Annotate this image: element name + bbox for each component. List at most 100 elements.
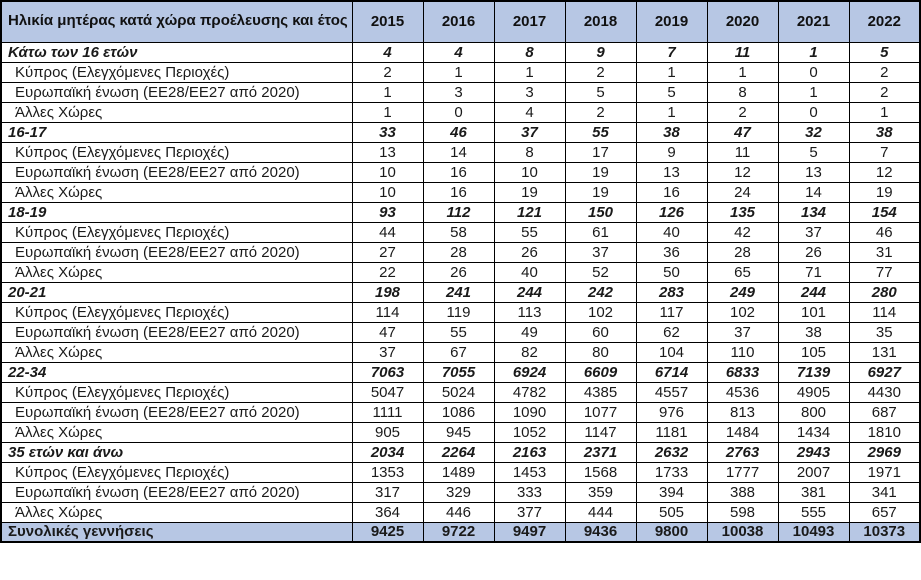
cell-value: 9 (564, 41, 637, 63)
cell-value: 37 (493, 121, 566, 143)
cell-value: 77 (848, 261, 921, 283)
cell-value: 244 (493, 281, 566, 303)
cell-value: 4 (493, 101, 566, 123)
cell-value: 33 (351, 121, 424, 143)
cell-value: 394 (635, 481, 708, 503)
country-row: Άλλες Χώρες 364 446 377 444 505 598 555 657 (0, 501, 921, 523)
cell-value: 9425 (351, 521, 424, 543)
cell-value: 3 (422, 81, 495, 103)
cell-value: 46 (848, 221, 921, 243)
cell-value: 1052 (493, 421, 566, 443)
cell-value: 19 (564, 161, 637, 183)
cell-value: 249 (706, 281, 779, 303)
cell-value: 283 (635, 281, 708, 303)
cell-value: 5 (635, 81, 708, 103)
cell-value: 6609 (564, 361, 637, 383)
cell-value: 3 (493, 81, 566, 103)
cell-value: 37 (564, 241, 637, 263)
cell-value: 12 (706, 161, 779, 183)
row-label: Κύπρος (Ελεγχόμενες Περιοχές) (0, 461, 353, 483)
row-label: 35 ετών και άνω (0, 441, 353, 463)
country-row: Άλλες Χώρες 22 26 40 52 50 65 71 77 (0, 261, 921, 283)
cell-value: 26 (493, 241, 566, 263)
row-label: Ευρωπαϊκή ένωση (ΕΕ28/ΕΕ27 από 2020) (0, 81, 353, 103)
cell-value: 131 (848, 341, 921, 363)
cell-value: 67 (422, 341, 495, 363)
cell-value: 8 (493, 41, 566, 63)
year-header-2017: 2017 (493, 0, 566, 43)
cell-value: 114 (848, 301, 921, 323)
year-header-2015: 2015 (351, 0, 424, 43)
cell-value: 110 (706, 341, 779, 363)
row-label: Συνολικές γεννήσεις (0, 521, 353, 543)
cell-value: 55 (422, 321, 495, 343)
cell-value: 280 (848, 281, 921, 303)
cell-value: 42 (706, 221, 779, 243)
cell-value: 2632 (635, 441, 708, 463)
cell-value: 16 (422, 181, 495, 203)
cell-value: 19 (493, 181, 566, 203)
cell-value: 4 (422, 41, 495, 63)
cell-value: 4385 (564, 381, 637, 403)
year-header-2022: 2022 (848, 0, 921, 43)
cell-value: 945 (422, 421, 495, 443)
cell-value: 2943 (777, 441, 850, 463)
country-row: Κύπρος (Ελεγχόμενες Περιοχές) 5047 5024 478… (0, 381, 921, 403)
cell-value: 154 (848, 201, 921, 223)
cell-value: 10038 (706, 521, 779, 543)
cell-value: 35 (848, 321, 921, 343)
header-row: Ηλικία μητέρας κατά χώρα προέλευσης και … (0, 0, 921, 43)
cell-value: 1 (777, 81, 850, 103)
cell-value: 7 (635, 41, 708, 63)
cell-value: 1489 (422, 461, 495, 483)
cell-value: 905 (351, 421, 424, 443)
country-row: Ευρωπαϊκή ένωση (ΕΕ28/ΕΕ27 από 2020) 1 3 3 5… (0, 81, 921, 103)
cell-value: 1484 (706, 421, 779, 443)
births-by-mother-age-table: Ηλικία μητέρας κατά χώρα προέλευσης και … (0, 0, 921, 543)
row-label: Ευρωπαϊκή ένωση (ΕΕ28/ΕΕ27 από 2020) (0, 481, 353, 503)
cell-value: 71 (777, 261, 850, 283)
cell-value: 1434 (777, 421, 850, 443)
cell-value: 134 (777, 201, 850, 223)
cell-value: 1 (351, 101, 424, 123)
cell-value: 26 (777, 241, 850, 263)
age-group-row: Κάτω των 16 ετών 4 4 8 9 7 11 1 5 (0, 41, 921, 63)
cell-value: 65 (706, 261, 779, 283)
cell-value: 2 (564, 101, 637, 123)
cell-value: 6927 (848, 361, 921, 383)
cell-value: 317 (351, 481, 424, 503)
cell-value: 5 (777, 141, 850, 163)
cell-value: 446 (422, 501, 495, 523)
age-group-row: 35 ετών και άνω 2034 2264 2163 2371 2632 2763 2… (0, 441, 921, 463)
row-label: Άλλες Χώρες (0, 421, 353, 443)
row-label: 16-17 (0, 121, 353, 143)
cell-value: 1 (635, 61, 708, 83)
cell-value: 242 (564, 281, 637, 303)
cell-value: 381 (777, 481, 850, 503)
cell-value: 1 (777, 41, 850, 63)
row-label: Ευρωπαϊκή ένωση (ΕΕ28/ΕΕ27 από 2020) (0, 321, 353, 343)
cell-value: 55 (564, 121, 637, 143)
cell-value: 364 (351, 501, 424, 523)
cell-value: 4536 (706, 381, 779, 403)
cell-value: 7 (848, 141, 921, 163)
cell-value: 44 (351, 221, 424, 243)
cell-value: 80 (564, 341, 637, 363)
cell-value: 7139 (777, 361, 850, 383)
cell-value: 112 (422, 201, 495, 223)
cell-value: 38 (777, 321, 850, 343)
cell-value: 2264 (422, 441, 495, 463)
cell-value: 8 (706, 81, 779, 103)
cell-value: 1077 (564, 401, 637, 423)
cell-value: 6924 (493, 361, 566, 383)
country-row: Κύπρος (Ελεγχόμενες Περιοχές) 114 119 113 10… (0, 301, 921, 323)
row-label: 22-34 (0, 361, 353, 383)
cell-value: 24 (706, 181, 779, 203)
cell-value: 2763 (706, 441, 779, 463)
row-label: Κύπρος (Ελεγχόμενες Περιοχές) (0, 301, 353, 323)
cell-value: 104 (635, 341, 708, 363)
cell-value: 9436 (564, 521, 637, 543)
cell-value: 5 (848, 41, 921, 63)
cell-value: 13 (777, 161, 850, 183)
cell-value: 9722 (422, 521, 495, 543)
